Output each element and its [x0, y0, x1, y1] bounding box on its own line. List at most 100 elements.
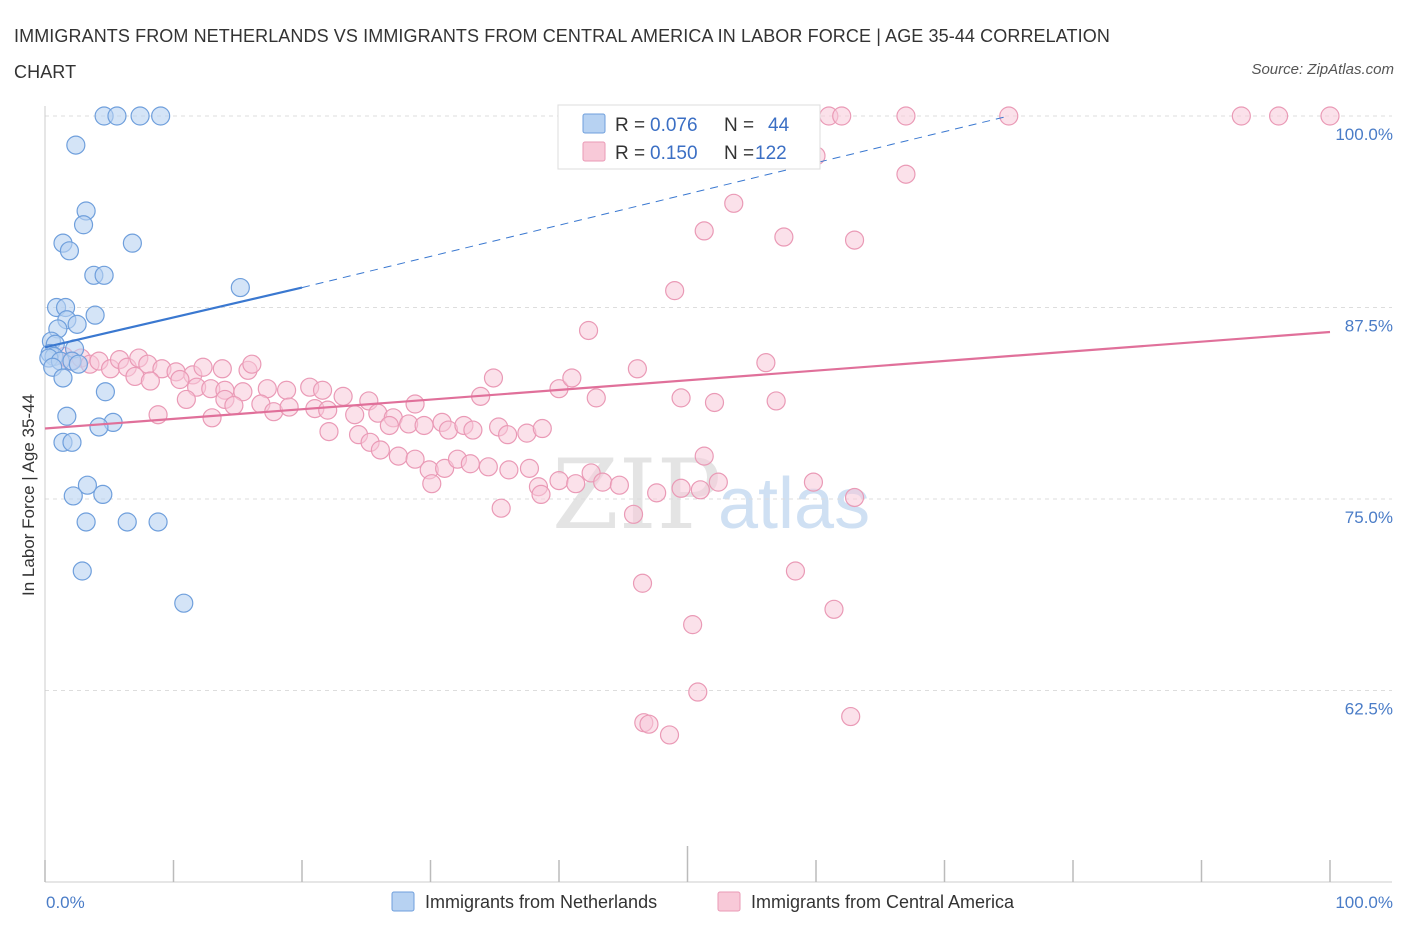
point-central-america — [176, 389, 196, 410]
point-central-america — [593, 472, 613, 492]
point-netherlands — [66, 135, 86, 155]
point-central-america — [824, 599, 844, 619]
point-netherlands — [76, 512, 96, 532]
point-central-america — [844, 230, 865, 250]
x-tick-label: 100.0% — [1335, 893, 1393, 912]
legend-swatch-central — [717, 891, 741, 912]
stats-r-label-1: R = — [615, 115, 645, 136]
watermark-atlas: atlas — [718, 464, 870, 544]
point-central-america — [405, 449, 425, 469]
stats-r-value-1: 0.076 — [650, 115, 698, 136]
point-netherlands — [93, 484, 113, 505]
trend-line-netherlands-extension — [301, 115, 1009, 289]
point-central-america — [224, 395, 244, 416]
point-central-america — [1268, 106, 1289, 126]
point-central-america — [370, 440, 390, 460]
point-central-america — [671, 478, 691, 498]
point-central-america — [140, 371, 160, 391]
point-central-america — [279, 397, 299, 417]
point-netherlands — [67, 314, 87, 334]
point-central-america — [519, 458, 540, 478]
point-central-america — [531, 484, 551, 505]
point-netherlands — [174, 593, 194, 613]
point-central-america — [623, 504, 644, 524]
point-central-america — [388, 446, 408, 466]
point-central-america — [683, 615, 703, 635]
point-netherlands — [122, 233, 142, 253]
point-central-america — [647, 483, 667, 503]
point-netherlands — [85, 305, 105, 325]
point-netherlands — [53, 368, 73, 388]
point-central-america — [405, 394, 425, 414]
point-netherlands — [151, 106, 171, 126]
trend-line-netherlands — [44, 286, 303, 349]
point-central-america — [578, 320, 599, 341]
y-tick-label: 87.5% — [1345, 317, 1393, 336]
stats-n-label-2: N = — [724, 143, 754, 164]
point-central-america — [999, 106, 1019, 126]
x-tick-label: 0.0% — [46, 893, 85, 912]
point-netherlands — [57, 406, 77, 426]
point-netherlands — [72, 561, 92, 581]
stats-legend: R = 0.076 N = 44 R = 0.150 N = 122 — [557, 104, 821, 170]
point-central-america — [1320, 106, 1340, 126]
point-central-america — [665, 281, 685, 301]
point-central-america — [319, 421, 339, 442]
point-netherlands — [62, 432, 82, 452]
trend-line-central-america — [44, 330, 1331, 430]
point-netherlands — [77, 475, 98, 495]
stats-r-label-2: R = — [615, 143, 645, 164]
point-netherlands — [59, 241, 80, 261]
point-central-america — [841, 706, 861, 727]
point-central-america — [627, 359, 647, 379]
point-netherlands — [148, 512, 168, 532]
series-legend: Immigrants from Netherlands Immigrants f… — [391, 891, 1015, 912]
axes — [44, 106, 1392, 883]
point-central-america — [704, 392, 725, 413]
stats-n-value-2: 122 — [755, 143, 787, 164]
point-central-america — [694, 446, 714, 466]
point-central-america — [844, 487, 865, 508]
point-netherlands — [63, 486, 83, 506]
point-central-america — [532, 418, 552, 439]
point-netherlands — [230, 277, 250, 298]
point-central-america — [276, 380, 297, 400]
point-central-america — [212, 359, 232, 379]
point-netherlands — [95, 382, 115, 402]
y-tick-label: 62.5% — [1345, 700, 1393, 719]
point-central-america — [639, 714, 659, 734]
point-central-america — [659, 725, 680, 745]
point-central-america — [345, 405, 365, 425]
point-central-america — [318, 400, 338, 420]
point-central-america — [193, 357, 213, 377]
point-central-america — [463, 420, 483, 440]
point-central-america — [896, 164, 916, 184]
point-central-america — [756, 353, 776, 373]
series-netherlands — [39, 106, 250, 613]
stats-n-label-1: N = — [724, 115, 754, 136]
point-central-america — [785, 561, 806, 581]
point-central-america — [724, 193, 744, 213]
point-central-america — [333, 386, 353, 406]
point-central-america — [832, 106, 852, 126]
y-axis-label: In Labor Force | Age 35-44 — [19, 394, 38, 596]
point-central-america — [694, 221, 714, 241]
point-central-america — [478, 457, 498, 477]
point-central-america — [774, 227, 794, 247]
point-central-america — [562, 368, 582, 388]
legend-label-central: Immigrants from Central America — [751, 892, 1015, 912]
point-netherlands — [94, 265, 114, 285]
trend-lines — [44, 115, 1331, 430]
chart-source: Source: ZipAtlas.com — [1251, 61, 1394, 78]
point-central-america — [499, 460, 519, 480]
point-central-america — [708, 472, 728, 492]
point-central-america — [170, 369, 190, 390]
point-central-america — [690, 480, 710, 500]
point-netherlands — [107, 106, 127, 126]
chart-title: IMMIGRANTS FROM NETHERLANDS VS IMMIGRANT… — [14, 26, 1110, 82]
legend-swatch-netherlands — [391, 891, 415, 912]
point-central-america — [202, 408, 222, 428]
point-central-america — [422, 474, 442, 494]
point-netherlands — [117, 512, 137, 532]
point-central-america — [233, 382, 253, 402]
